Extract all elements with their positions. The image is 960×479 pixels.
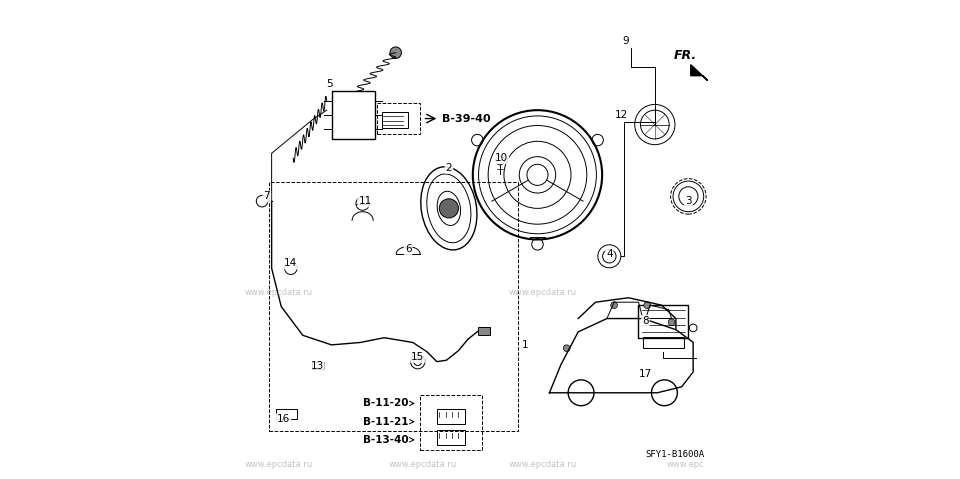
Text: www.epcdata.ru: www.epcdata.ru: [245, 460, 313, 469]
Text: 11: 11: [358, 196, 372, 206]
Bar: [638, 305, 688, 338]
Circle shape: [611, 302, 617, 308]
Text: 12: 12: [614, 110, 628, 120]
Bar: [437, 409, 465, 424]
Circle shape: [564, 345, 570, 352]
Bar: [377, 103, 420, 134]
Text: 3: 3: [685, 196, 691, 206]
Text: 8: 8: [642, 316, 649, 326]
Text: B-13-40: B-13-40: [363, 435, 408, 445]
Text: FR.: FR.: [674, 49, 697, 62]
Circle shape: [440, 199, 459, 218]
Text: 10: 10: [495, 153, 508, 163]
Bar: [420, 395, 482, 450]
Bar: [643, 337, 684, 348]
Text: B-11-20: B-11-20: [363, 399, 408, 409]
Text: SFY1-B1600A: SFY1-B1600A: [645, 450, 705, 459]
Bar: [269, 182, 518, 431]
Text: 7: 7: [264, 192, 270, 201]
Text: 9: 9: [623, 36, 630, 46]
Text: 4: 4: [606, 249, 612, 259]
Bar: [437, 430, 465, 445]
Text: www.epcdata.ru: www.epcdata.ru: [508, 460, 576, 469]
Bar: [382, 112, 408, 128]
Bar: [478, 327, 490, 335]
Bar: [312, 362, 324, 369]
Text: 15: 15: [411, 352, 424, 362]
Text: 16: 16: [277, 414, 290, 424]
Text: www.epc: www.epc: [667, 460, 705, 469]
Polygon shape: [691, 65, 708, 80]
Bar: [276, 409, 297, 419]
Text: 5: 5: [325, 79, 332, 89]
Text: B-11-21: B-11-21: [363, 417, 408, 427]
Text: www.epcdata.ru: www.epcdata.ru: [245, 288, 313, 297]
Text: www.epcdata.ru: www.epcdata.ru: [389, 460, 457, 469]
Text: www.epcdata.ru: www.epcdata.ru: [508, 288, 576, 297]
Text: B-39-40: B-39-40: [442, 114, 491, 124]
Circle shape: [668, 319, 675, 326]
Bar: [331, 91, 374, 139]
Circle shape: [390, 47, 401, 58]
Text: 2: 2: [445, 163, 452, 172]
Text: 1: 1: [522, 340, 529, 350]
Text: 6: 6: [405, 244, 412, 254]
Circle shape: [644, 302, 651, 308]
Text: 14: 14: [284, 259, 298, 268]
Text: 17: 17: [638, 369, 652, 378]
Text: 13: 13: [310, 362, 324, 371]
